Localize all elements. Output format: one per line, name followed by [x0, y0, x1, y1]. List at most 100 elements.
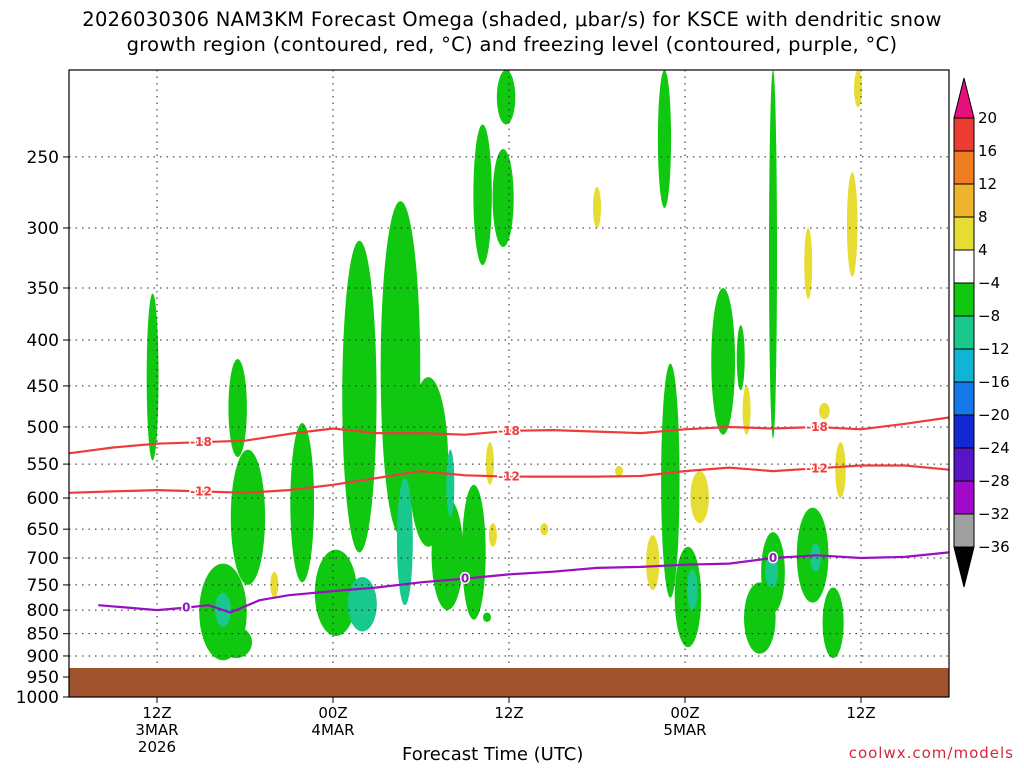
colorbar-label-0: 20 — [978, 109, 997, 127]
x-tick-label-3-0: 00Z — [670, 704, 699, 722]
y-tick-label-500: 500 — [27, 418, 59, 438]
contour-line-1 — [69, 464, 949, 494]
y-tick-label-850: 850 — [27, 625, 59, 645]
omega-region-28 — [661, 363, 680, 598]
colorbar-box-9 — [953, 414, 975, 449]
plot-area: -18 -18 -18 -12 -12 -12 0 0 0 — [68, 69, 950, 698]
x-tick-label-1-1: 4MAR — [311, 721, 354, 739]
x-tick-label-3-1: 5MAR — [663, 721, 706, 739]
colorbar-box-12 — [953, 513, 975, 548]
contour-label-0-2: -18 — [806, 420, 828, 434]
colorbar-top-arrow — [953, 77, 975, 119]
omega-region-14 — [431, 497, 464, 611]
chart-title-line-1: 2026030306 NAM3KM Forecast Omega (shaded… — [82, 8, 942, 31]
x-axis-label: Forecast Time (UTC) — [402, 744, 584, 765]
contour-line-0 — [69, 416, 949, 455]
colorbar-box-4 — [953, 249, 975, 284]
colorbar-label-4: 4 — [978, 241, 988, 259]
x-tick-label-4-0: 12Z — [846, 704, 875, 722]
colorbar-bottom-arrow — [953, 546, 975, 588]
omega-region-37 — [764, 555, 779, 588]
omega-region-30 — [687, 569, 698, 611]
y-tick-label-250: 250 — [27, 148, 59, 168]
y-axis: 2503003504004505005506006507007508008509… — [16, 148, 69, 708]
contour-label-1-1: -12 — [498, 470, 520, 484]
contour-label-0-0: -18 — [190, 435, 212, 449]
omega-region-10 — [347, 577, 377, 632]
colorbar-box-0 — [953, 117, 975, 152]
gridlines — [69, 70, 949, 697]
contour-label-1-2: -12 — [806, 461, 828, 475]
omega-region-33 — [736, 325, 745, 391]
omega-region-5 — [230, 449, 266, 585]
colorbar-label-8: −16 — [978, 373, 1010, 391]
omega-region-39 — [804, 227, 813, 299]
omega-region-17 — [473, 124, 492, 266]
omega-region-44 — [835, 442, 846, 498]
y-tick-label-750: 750 — [27, 576, 59, 596]
colorbar-box-7 — [953, 348, 975, 383]
credit-link[interactable]: coolwx.com/models — [848, 744, 1014, 762]
colorbar-label-6: −8 — [978, 307, 1000, 325]
omega-region-27 — [657, 70, 672, 208]
y-tick-label-550: 550 — [27, 455, 59, 475]
y-tick-label-950: 950 — [27, 668, 59, 688]
omega-region-12 — [396, 478, 413, 606]
colorbar-label-10: −24 — [978, 439, 1010, 457]
colorbar-box-5 — [953, 282, 975, 317]
colorbar-label-12: −32 — [978, 505, 1010, 523]
y-tick-label-400: 400 — [27, 331, 59, 351]
x-tick-label-0-2: 2026 — [138, 738, 176, 756]
colorbar-box-2 — [953, 183, 975, 218]
omega-region-8 — [314, 549, 358, 636]
colorbar-label-13: −36 — [978, 538, 1010, 556]
colorbar-box-8 — [953, 381, 975, 416]
y-tick-label-350: 350 — [27, 279, 59, 299]
colorbar-label-3: 8 — [978, 208, 988, 226]
colorbar-box-6 — [953, 315, 975, 350]
omega-region-4 — [228, 359, 247, 457]
omega-region-38 — [769, 70, 777, 439]
omega-region-46 — [854, 70, 863, 108]
x-tick-label-2-0: 12Z — [494, 704, 523, 722]
omega-region-45 — [846, 172, 858, 277]
y-tick-label-300: 300 — [27, 219, 59, 239]
contour-label-1-0: -12 — [190, 484, 212, 498]
omega-region-13 — [408, 377, 449, 547]
omega-region-7 — [290, 423, 315, 583]
colorbar-box-11 — [953, 480, 975, 515]
y-tick-label-600: 600 — [27, 489, 59, 509]
colorbar-label-5: −4 — [978, 274, 1000, 292]
omega-region-0 — [146, 293, 159, 461]
colorbar-box-10 — [953, 447, 975, 482]
omega-region-18 — [485, 442, 494, 485]
colorbar-box-1 — [953, 150, 975, 185]
y-tick-label-900: 900 — [27, 647, 59, 667]
y-tick-label-700: 700 — [27, 549, 59, 569]
x-tick-label-1-0: 00Z — [318, 704, 347, 722]
colorbar-label-11: −28 — [978, 472, 1010, 490]
chart-title-line-2: growth region (contoured, red, °C) and f… — [126, 33, 898, 56]
omega-region-15 — [446, 449, 455, 518]
omega-region-9 — [342, 240, 377, 553]
colorbar-box-3 — [953, 216, 975, 251]
y-tick-label-650: 650 — [27, 520, 59, 540]
omega-region-22 — [496, 70, 516, 125]
colorbar-label-9: −20 — [978, 406, 1010, 424]
contour-label-2-0: 0 — [182, 601, 190, 615]
omega-region-31 — [690, 471, 709, 524]
colorbar-legend: 20 16 12 8 4 −4 −8 −12 −16 −20 −24 −28 −32 −36 — [953, 77, 1010, 588]
colorbar-label-7: −12 — [978, 340, 1010, 358]
contour-label-0-1: -18 — [498, 424, 520, 438]
x-tick-label-0-0: 12Z — [142, 704, 171, 722]
omega-region-42 — [819, 402, 830, 420]
colorbar-label-1: 16 — [978, 142, 997, 160]
omega-region-6 — [270, 571, 279, 598]
omega-region-21 — [492, 149, 514, 247]
omega-region-16 — [461, 484, 486, 620]
omega-region-24 — [593, 186, 601, 228]
omega-region-25 — [615, 465, 623, 477]
y-tick-label-1000: 1000 — [16, 688, 59, 708]
omega-region-26 — [646, 535, 660, 591]
